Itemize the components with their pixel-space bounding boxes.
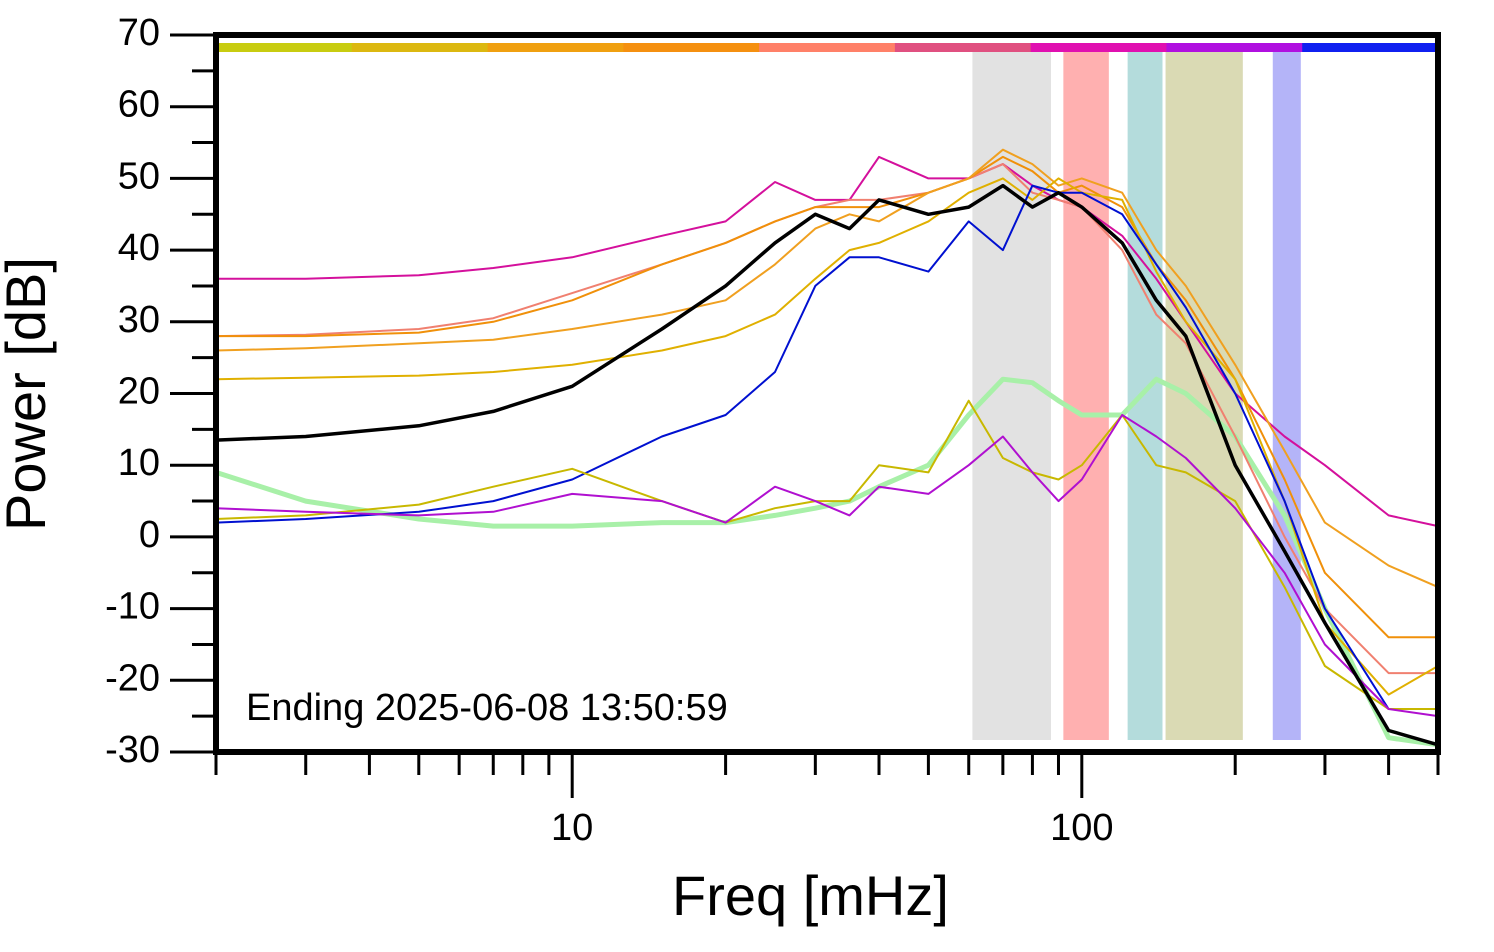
frequency-band bbox=[1063, 52, 1109, 740]
color-bar-segment bbox=[759, 43, 896, 52]
y-tick-label: -30 bbox=[105, 729, 160, 771]
y-tick-label: 60 bbox=[118, 84, 160, 126]
frequency-band bbox=[1127, 52, 1163, 740]
y-tick-label: 50 bbox=[118, 155, 160, 197]
y-tick-label: 0 bbox=[139, 514, 160, 556]
color-bar-segment bbox=[894, 43, 1032, 52]
x-axis-label: Freq [mHz] bbox=[672, 864, 949, 927]
series-line bbox=[215, 399, 1438, 710]
y-tick-label: 30 bbox=[118, 299, 160, 341]
x-tick-label: 100 bbox=[1050, 807, 1113, 849]
color-bar-segment bbox=[623, 43, 760, 52]
series-line bbox=[215, 414, 1439, 718]
frequency-band bbox=[1272, 52, 1301, 740]
x-tick-label: 10 bbox=[551, 807, 593, 849]
y-tick-label: -10 bbox=[105, 586, 160, 628]
y-tick-label: 40 bbox=[118, 227, 160, 269]
color-bar-segment bbox=[487, 43, 624, 52]
frequency-band bbox=[1165, 52, 1243, 740]
color-bar-segment bbox=[351, 43, 489, 52]
color-bar-segment bbox=[1030, 43, 1167, 52]
series-line bbox=[215, 184, 1438, 710]
series-line bbox=[215, 148, 1439, 589]
series-line bbox=[215, 177, 1439, 696]
color-bar-segment bbox=[216, 43, 353, 52]
y-tick-label: 20 bbox=[118, 371, 160, 413]
plot-frame bbox=[213, 32, 1441, 755]
annotation: Ending 2025-06-08 13:50:59 bbox=[246, 687, 728, 729]
y-tick-label: 70 bbox=[118, 12, 160, 54]
color-bar-segment bbox=[1166, 43, 1303, 52]
y-tick-label: -20 bbox=[105, 657, 160, 699]
series-line bbox=[215, 183, 1439, 747]
y-axis-label: Power [dB] bbox=[0, 257, 57, 531]
color-bar-segment bbox=[1302, 43, 1439, 52]
y-tick-label: 10 bbox=[118, 442, 160, 484]
